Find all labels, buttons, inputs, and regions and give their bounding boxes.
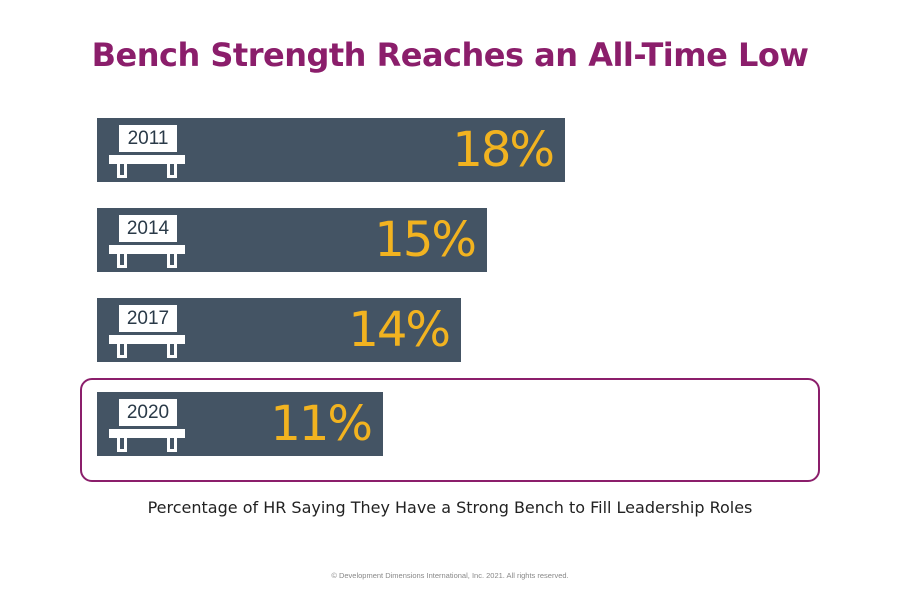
bench-icon-graphic [109,399,185,452]
bar-2011: 2011 18% [97,118,565,182]
bar-2017: 2017 14% [97,298,461,362]
chart-caption: Percentage of HR Saying They Have a Stro… [147,498,753,517]
bar-year-label: 2017 [126,308,170,329]
bar-2020: 2020 11% [97,392,383,456]
bench-icon: 2011 [109,124,185,178]
bar-value-label: 18% [452,122,555,178]
bar-value-label: 14% [348,302,451,358]
bench-icon: 2014 [109,214,185,268]
bench-icon-graphic [109,125,185,178]
bar-value-label: 11% [270,396,373,452]
highlight-frame [80,378,820,482]
chart-title: Bench Strength Reaches an All-Time Low [91,36,809,74]
bench-icon: 2017 [109,304,185,358]
bench-icon-graphic [109,305,185,358]
bar-year-label: 2014 [126,218,170,239]
bar-year-label: 2011 [127,128,169,149]
bar-value-label: 15% [374,212,477,268]
bench-icon-graphic [109,215,185,268]
bar-2014: 2014 15% [97,208,487,272]
bench-icon: 2020 [109,398,185,452]
bar-year-label: 2020 [126,402,170,423]
copyright-notice: © Development Dimensions International, … [331,571,569,580]
